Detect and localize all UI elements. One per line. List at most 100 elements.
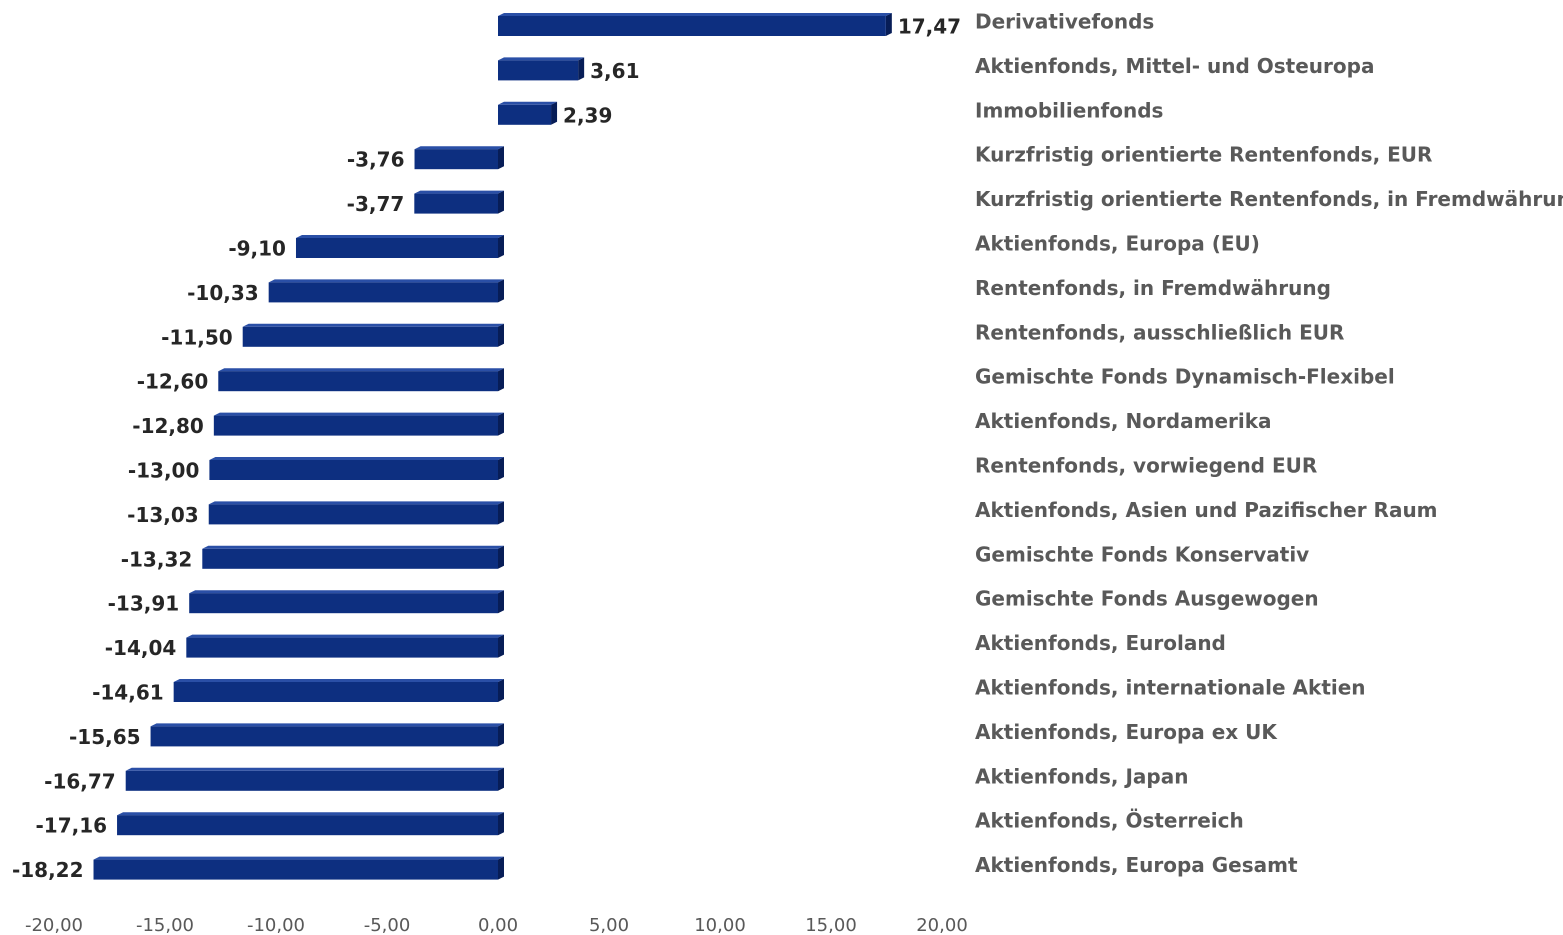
bar-side-face (498, 279, 504, 303)
bar (173, 679, 504, 702)
bar-front-face (202, 548, 498, 569)
bar-front-face (150, 726, 498, 747)
bar (498, 101, 558, 125)
value-label: -10,33 (187, 281, 259, 305)
bar-front-face (208, 504, 498, 525)
bar-side-face (578, 57, 585, 81)
value-label: -14,04 (105, 636, 177, 660)
bar-top-face (208, 501, 504, 505)
bar-side-face (498, 767, 504, 791)
bar-side-face (498, 545, 504, 569)
bar-top-face (498, 57, 585, 61)
bar-side-face (498, 812, 504, 836)
bar (242, 323, 504, 347)
category-label: Aktienfonds, Europa Gesamt (975, 853, 1298, 877)
x-tick-label: 0,00 (478, 915, 518, 935)
value-label: -14,61 (92, 681, 164, 705)
category-label: Gemischte Fonds Ausgewogen (975, 587, 1319, 611)
bar (117, 812, 504, 836)
bar-side-face (498, 501, 504, 525)
bar (186, 634, 504, 658)
bar-top-face (498, 13, 892, 16)
bar-front-face (242, 326, 498, 347)
bar (202, 545, 504, 569)
bar-front-face (414, 193, 498, 214)
category-label: Rentenfonds, ausschließlich EUR (975, 320, 1344, 344)
value-label: -13,00 (128, 459, 200, 483)
bar-front-face (218, 371, 498, 392)
bar-top-face (117, 812, 504, 816)
bar-top-face (414, 190, 504, 194)
bar-top-face (150, 723, 504, 727)
category-label: Aktienfonds, Europa ex UK (975, 720, 1278, 744)
bar-side-face (498, 235, 504, 258)
value-label: -3,77 (347, 192, 405, 216)
category-label: Kurzfristig orientierte Rentenfonds, in … (975, 187, 1563, 211)
bar-top-face (498, 101, 558, 105)
category-label: Gemischte Fonds Dynamisch-Flexibel (975, 365, 1395, 389)
category-label: Aktienfonds, Japan (975, 764, 1188, 788)
bar-side-face (498, 679, 504, 702)
value-label: -17,16 (35, 814, 107, 838)
value-label: 2,39 (563, 103, 612, 127)
bar (208, 501, 504, 525)
category-label: Aktienfonds, Nordamerika (975, 409, 1272, 433)
bar (93, 856, 505, 880)
category-labels-group: Derivativefonds Aktienfonds, Mittel- und … (975, 10, 1563, 878)
bar-top-face (209, 457, 504, 460)
category-label: Rentenfonds, vorwiegend EUR (975, 454, 1317, 478)
category-label: Aktienfonds, Mittel- und Osteuropa (975, 54, 1374, 78)
x-tick-label: 15,00 (805, 915, 857, 935)
bar-front-face (498, 16, 886, 36)
bar-top-face (186, 634, 504, 638)
bar-top-face (295, 235, 504, 238)
bar-top-face (93, 856, 505, 860)
bar (498, 57, 585, 81)
bar-front-face (117, 815, 498, 836)
bar (268, 279, 504, 303)
value-label: -18,22 (12, 858, 84, 882)
category-label: Aktienfonds, Euroland (975, 631, 1226, 655)
value-label: 3,61 (590, 59, 639, 83)
bar-side-face (498, 412, 504, 436)
bar-front-face (93, 859, 499, 880)
bar (295, 235, 504, 258)
bar-top-face (125, 767, 505, 771)
bar-side-face (498, 723, 504, 747)
x-tick-label: 20,00 (916, 915, 968, 935)
bar-top-face (202, 545, 504, 549)
bar (498, 13, 892, 36)
value-label: -13,91 (108, 592, 180, 616)
bar (125, 767, 505, 791)
bar-top-face (189, 590, 504, 594)
bar-side-face (498, 856, 504, 880)
bar-side-face (498, 146, 504, 170)
x-axis-ticks-group: -20,00 -15,00 -10,00 -5,00 0,00 5,00 10,00 15,0… (25, 915, 968, 935)
bar (414, 190, 504, 214)
value-label: -9,10 (228, 237, 286, 261)
category-label: Gemischte Fonds Konservativ (975, 542, 1309, 566)
category-label: Rentenfonds, in Fremdwährung (975, 276, 1331, 300)
bar-side-face (498, 190, 504, 214)
bar (150, 723, 504, 747)
bar (218, 368, 504, 392)
bar-top-face (173, 679, 504, 682)
value-label: -13,32 (121, 547, 193, 571)
bar-side-face (551, 101, 558, 125)
bar (414, 146, 504, 170)
bar-side-face (498, 368, 504, 392)
value-label: -11,50 (161, 325, 233, 349)
bar-front-face (295, 238, 498, 258)
value-label: -12,80 (132, 414, 204, 438)
bar (189, 590, 504, 614)
category-label: Aktienfonds, Österreich (975, 809, 1244, 833)
bar-side-face (498, 457, 504, 480)
bar-top-face (268, 279, 504, 283)
bar-front-face (414, 149, 498, 170)
value-label: -15,65 (69, 725, 141, 749)
bar-front-face (173, 682, 498, 702)
x-tick-label: -10,00 (247, 915, 305, 935)
x-tick-label: 10,00 (694, 915, 746, 935)
bar-side-face (885, 13, 892, 36)
